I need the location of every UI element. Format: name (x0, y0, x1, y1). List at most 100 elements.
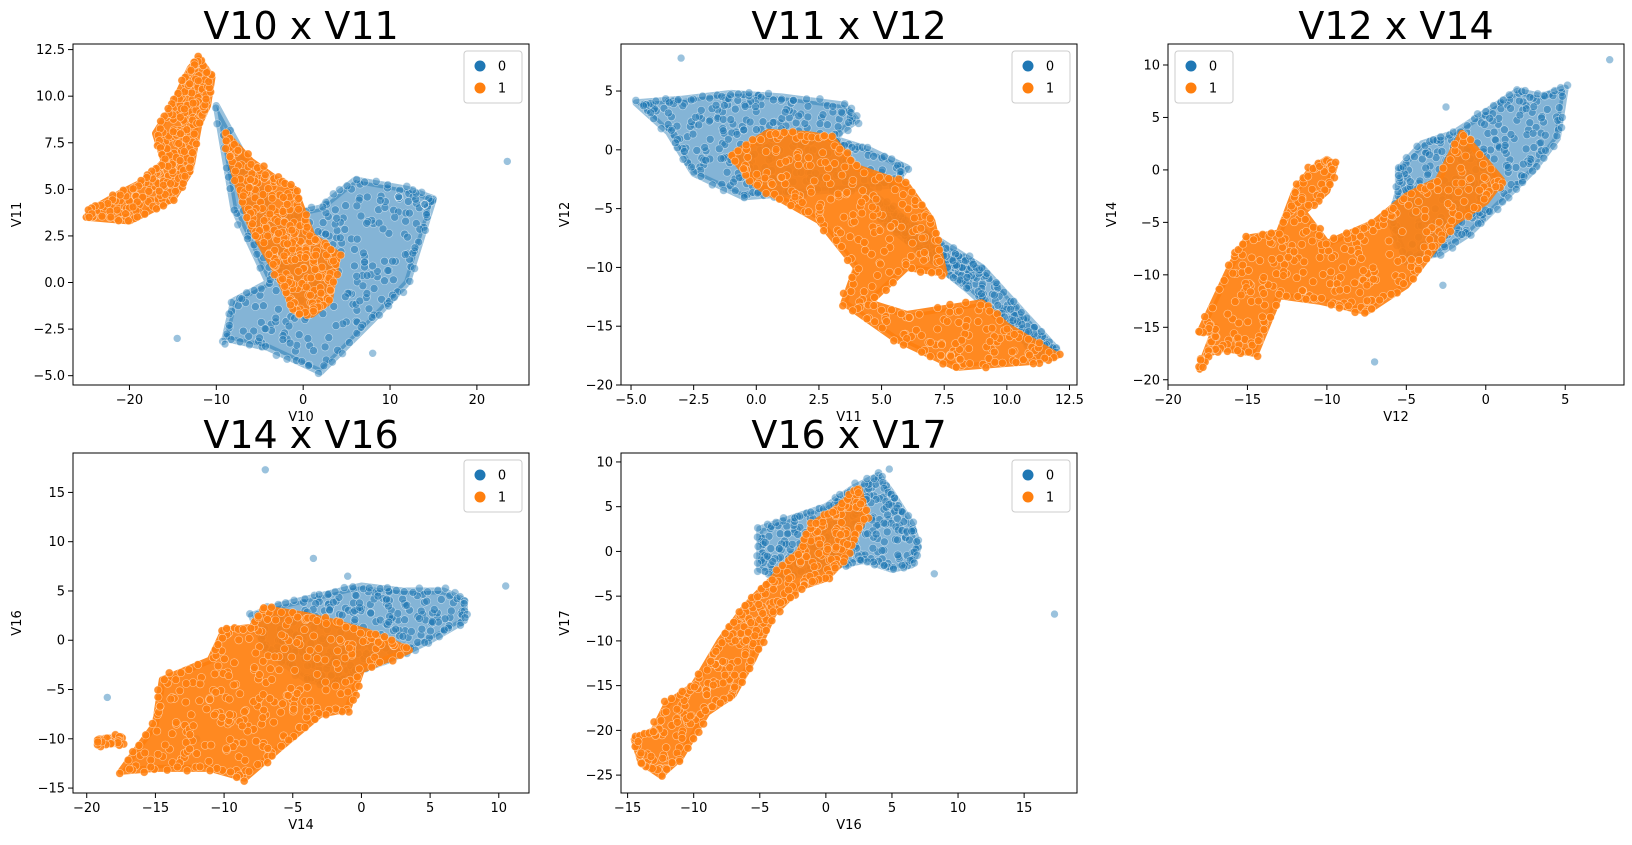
point-0 (250, 286, 259, 295)
point-1 (998, 358, 1007, 368)
outlier-point-0 (501, 581, 511, 591)
point-1 (188, 148, 197, 157)
point-0 (459, 599, 469, 608)
point-0 (1525, 118, 1535, 127)
point-0 (913, 535, 923, 545)
point-1 (843, 255, 853, 265)
point-1 (259, 603, 269, 613)
point-0 (230, 205, 239, 215)
point-0 (321, 229, 331, 239)
point-1 (182, 125, 192, 134)
point-0 (775, 529, 785, 539)
point-1 (171, 718, 181, 727)
point-1 (843, 540, 852, 549)
point-1 (167, 729, 177, 739)
point-0 (732, 130, 742, 139)
series-1 (1194, 129, 1507, 373)
point-1 (316, 288, 326, 298)
outlier-point-0 (343, 571, 353, 581)
point-1 (802, 552, 811, 561)
point-0 (948, 256, 958, 265)
point-1 (276, 707, 286, 717)
point-0 (410, 243, 420, 252)
point-1 (185, 79, 194, 89)
point-0 (413, 637, 423, 647)
point-0 (408, 588, 418, 597)
point-1 (933, 303, 943, 313)
point-1 (838, 301, 848, 311)
point-0 (1436, 135, 1445, 145)
point-0 (977, 289, 986, 299)
point-1 (205, 695, 215, 704)
legend-box (463, 459, 523, 513)
point-0 (351, 591, 361, 600)
point-0 (990, 290, 999, 300)
point-1 (661, 743, 671, 752)
point-0 (1462, 121, 1472, 130)
point-1 (1019, 355, 1028, 365)
x-axis-label: V14 (288, 818, 313, 833)
point-0 (423, 587, 432, 597)
point-1 (185, 730, 195, 739)
point-0 (883, 510, 892, 520)
point-1 (906, 251, 916, 261)
point-1 (857, 197, 866, 207)
point-0 (740, 102, 750, 111)
point-0 (1498, 95, 1508, 105)
point-1 (702, 665, 712, 675)
point-0 (1489, 154, 1499, 164)
point-1 (255, 642, 264, 652)
point-1 (314, 708, 324, 718)
point-1 (251, 231, 260, 240)
point-0 (384, 229, 394, 238)
point-0 (391, 624, 401, 634)
point-1 (636, 758, 646, 768)
point-1 (873, 271, 882, 280)
y-tick-label: −10 (586, 261, 613, 276)
point-0 (260, 324, 270, 334)
point-0 (1525, 93, 1535, 102)
point-1 (910, 196, 920, 205)
point-0 (1553, 116, 1563, 125)
point-1 (148, 719, 157, 728)
point-0 (651, 96, 661, 106)
point-0 (1485, 114, 1494, 123)
point-1 (1320, 185, 1330, 195)
point-1 (240, 707, 249, 716)
point-1 (856, 499, 865, 509)
point-1 (274, 665, 284, 675)
x-axis-label: V10 (288, 410, 313, 425)
point-0 (835, 490, 845, 499)
point-1 (335, 617, 345, 627)
point-0 (328, 597, 338, 607)
point-1 (279, 251, 289, 261)
point-1 (1304, 200, 1313, 210)
point-1 (234, 635, 244, 645)
point-0 (414, 583, 424, 593)
point-1 (805, 161, 815, 170)
point-1 (258, 656, 268, 666)
point-0 (330, 205, 340, 215)
point-0 (318, 218, 328, 227)
y-tick-label: −20 (1133, 373, 1160, 388)
point-1 (689, 734, 698, 744)
point-1 (171, 675, 181, 685)
point-1 (784, 574, 794, 584)
point-0 (1506, 130, 1516, 139)
point-1 (908, 238, 917, 248)
point-1 (1267, 254, 1277, 264)
point-0 (348, 582, 358, 592)
point-1 (175, 156, 185, 165)
point-0 (671, 138, 680, 148)
point-1 (310, 714, 320, 724)
point-1 (826, 194, 836, 204)
legend: 01 (1011, 50, 1071, 104)
point-1 (97, 211, 107, 221)
point-0 (1504, 193, 1513, 202)
point-1 (1318, 270, 1328, 279)
point-1 (1350, 307, 1360, 317)
point-1 (934, 245, 944, 255)
point-1 (845, 232, 855, 241)
point-1 (771, 145, 781, 154)
point-1 (898, 199, 907, 209)
